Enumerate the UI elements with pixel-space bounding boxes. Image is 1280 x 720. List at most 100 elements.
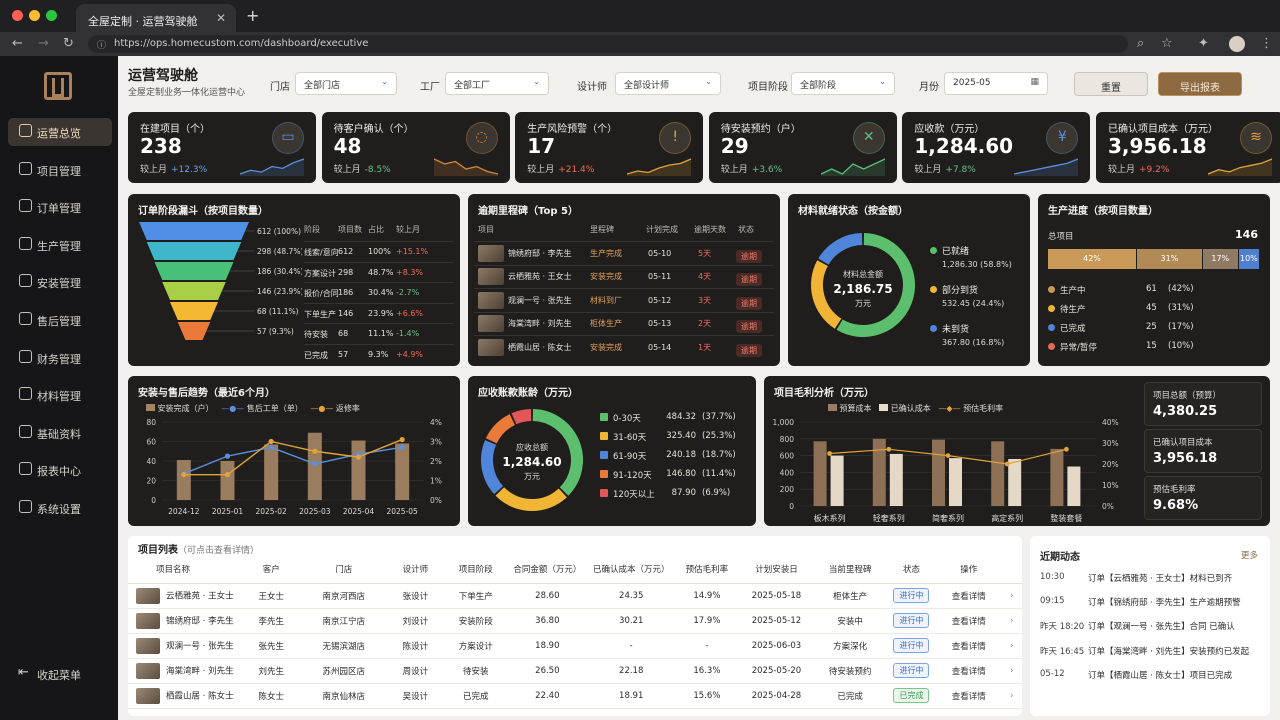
activity-item[interactable]: 09:15 订单【锦绣府邸 · 李先生】生产逾期预警 <box>1040 596 1266 620</box>
kpi-compare: 较上月 +7.8% <box>914 162 975 175</box>
table-cell: 陈设计 <box>402 641 429 652</box>
table-row[interactable]: 锦绣府邸 · 李先生 李先生 南京江宁店 刘设计 安装阶段 36.80 30.21 17.9%… <box>128 608 1022 634</box>
view-details-link[interactable]: 查看详情 <box>951 641 986 652</box>
table-header[interactable]: 设计师 <box>385 555 446 584</box>
activity-item[interactable]: 昨天 18:20 订单【观澜一号 · 张先生】合同 已确认 <box>1040 620 1266 644</box>
milestone-row[interactable]: 栖霞山居 · 陈女士 安装完成 05-14 1天 逾期 <box>474 335 774 359</box>
kpi-card-1[interactable]: 待客户确认（个） 48 较上月 -8.5% ◌ <box>321 112 510 183</box>
close-tab-icon[interactable]: ✕ <box>215 11 226 25</box>
legend-name: 待生产 <box>1060 305 1086 315</box>
table-header[interactable]: 客户 <box>240 555 302 584</box>
sidebar-item-8[interactable]: 基础资料 <box>8 419 112 447</box>
profile-avatar[interactable] <box>1229 36 1245 52</box>
milestone-plan-date: 05-14 <box>648 342 672 352</box>
minimize-window-icon[interactable] <box>29 10 40 21</box>
trend-legend: 安装完成（户） —●— 售后工单（单） —●— 返修率 <box>146 403 360 414</box>
sidebar-item-9[interactable]: 报表中心 <box>8 456 112 484</box>
table-header[interactable]: 项目阶段 <box>445 555 507 584</box>
kpi-card-2[interactable]: 生产风险预警（个） 17 较上月 +21.4%! <box>515 112 704 183</box>
chevron-right-icon[interactable]: › <box>1001 608 1022 634</box>
kpi-card-5[interactable]: 已确认项目成本（万元） 3,956.18 较上月 +9.2% ≋ <box>1096 112 1280 183</box>
browser-menu-icon[interactable]: ⋮ <box>1260 36 1273 51</box>
bookmark-icon[interactable]: ☆ <box>1161 36 1173 51</box>
reload-icon[interactable]: ↻ <box>63 36 74 51</box>
browser-tab[interactable]: 全屋定制 · 运营驾驶舱 ✕ <box>76 4 236 32</box>
funnel-cell: 11.1% <box>368 329 394 338</box>
view-details-link[interactable]: 查看详情 <box>951 691 986 702</box>
table-row[interactable]: 栖霞山居 · 陈女士 陈女士 南京仙林店 吴设计 已完成 22.40 18.91 15.6% 2… <box>128 683 1022 709</box>
table-header[interactable]: 项目名称 <box>128 555 241 584</box>
funnel-label: 186 (30.4%) <box>257 267 302 276</box>
filter-store-select[interactable]: 全部门店 ⌄ <box>295 72 397 95</box>
close-window-icon[interactable] <box>12 10 23 21</box>
activity-item[interactable]: 05-12 订单【栖霞山居 · 陈女士】项目已完成 <box>1040 669 1266 693</box>
view-details-link[interactable]: 查看详情 <box>951 666 986 677</box>
table-header[interactable]: 已确认成本（万元） <box>588 555 675 584</box>
project-name: 海棠湾畔 · 刘先生 <box>166 666 234 676</box>
filter-month-picker[interactable]: 2025-05 ▦ <box>944 72 1048 95</box>
filter-factory-select[interactable]: 全部工厂 ⌄ <box>445 72 549 95</box>
sidebar-item-1[interactable]: 项目管理 <box>8 156 112 184</box>
activity-item[interactable]: 10:30 订单【云栖雅苑 · 王女士】材料已到齐 <box>1040 572 1266 596</box>
chevron-right-icon[interactable]: › <box>1001 583 1022 609</box>
table-header[interactable]: 预估毛利率 <box>674 555 740 584</box>
margin-summary-card: 已确认项目成本 3,956.18 <box>1144 429 1262 473</box>
sidebar-item-10[interactable]: 系统设置 <box>8 494 112 522</box>
back-icon[interactable]: ← <box>12 36 23 51</box>
table-header[interactable]: 计划安装日 <box>739 555 814 584</box>
sidebar-item-0[interactable]: 运营总览 <box>8 118 112 146</box>
chevron-right-icon[interactable]: › <box>1001 683 1022 709</box>
chevron-right-icon[interactable]: › <box>1001 658 1022 684</box>
collapse-menu-button[interactable]: ⇤ 收起菜单 <box>8 660 112 688</box>
forward-icon[interactable]: → <box>38 36 49 51</box>
kpi-card-3[interactable]: 待安装预约（户） 29 较上月 +3.6% ✕ <box>708 112 897 183</box>
filter-stage-select[interactable]: 全部阶段 ⌄ <box>791 72 895 95</box>
extensions-icon[interactable]: ✦ <box>1198 36 1209 51</box>
sidebar-item-3[interactable]: 生产管理 <box>8 231 112 259</box>
sidebar-item-4[interactable]: 安装管理 <box>8 268 112 296</box>
legend-pct: (25.3%) <box>702 431 736 441</box>
table-row[interactable]: 海棠湾畔 · 刘先生 刘先生 苏州园区店 周设计 待安装 26.50 22.18 16.3% 2… <box>128 658 1022 684</box>
maximize-window-icon[interactable] <box>46 10 57 21</box>
y-tick: 0 <box>789 502 794 511</box>
kpi-card-4[interactable]: 应收款（万元） 1,284.60 较上月 +7.8% ¥ <box>902 112 1091 183</box>
site-info-icon[interactable]: ⓘ <box>97 41 107 51</box>
install-bar <box>176 460 191 500</box>
margin-title: 项目毛利分析（万元） <box>774 388 874 399</box>
funnel-segment <box>139 222 249 240</box>
activity-more-link[interactable]: 更多 <box>1240 551 1258 561</box>
kpi-card-0[interactable]: 在建项目（个） 238 较上月 +12.3% ▭ <box>128 112 316 183</box>
production-legend-item: 待生产 45 (31%) <box>1048 303 1260 322</box>
table-row[interactable]: 云栖雅苑 · 王女士 王女士 南京河西店 张设计 下单生产 28.60 24.35 14.9%… <box>128 583 1022 609</box>
table-header[interactable]: 当前里程碑 <box>813 555 887 584</box>
filter-factory-label: 工厂 <box>420 82 440 93</box>
url-field[interactable]: ⓘ https://ops.homecustom.com/dashboard/ex… <box>88 35 1128 53</box>
project-table: 项目名称 客户 门店 设计师 项目阶段 合同金额（万元） 已确认成本（万元） 预估毛利率 计划安… <box>128 555 1022 709</box>
table-header[interactable]: 状态 <box>886 555 936 584</box>
view-details-link[interactable]: 查看详情 <box>951 591 986 602</box>
zoom-icon[interactable]: ⌕ <box>1137 36 1145 51</box>
milestone-row[interactable]: 海棠湾畔 · 刘先生 柜体生产 05-13 2天 逾期 <box>474 311 774 336</box>
sidebar-item-6[interactable]: 财务管理 <box>8 344 112 372</box>
sidebar-item-7[interactable]: 材料管理 <box>8 381 112 409</box>
table-header[interactable]: 门店 <box>301 555 386 584</box>
collapse-menu-label: 收起菜单 <box>37 669 81 682</box>
activity-item[interactable]: 昨天 16:45 订单【海棠湾畔 · 刘先生】安装预约已发起 <box>1040 645 1266 669</box>
milestone-row[interactable]: 观澜一号 · 张先生 材料到厂 05-12 3天 逾期 <box>474 288 774 312</box>
kpi-delta: +12.3% <box>171 165 208 175</box>
view-details-link[interactable]: 查看详情 <box>951 616 986 627</box>
kpi-delta: +9.2% <box>1139 165 1170 175</box>
sidebar-item-5[interactable]: 售后管理 <box>8 306 112 334</box>
table-cell: 南京仙林店 <box>322 691 366 702</box>
new-tab-icon[interactable]: + <box>246 6 260 25</box>
milestone-row[interactable]: 云栖雅苑 · 王女士 安装完成 05-11 4天 逾期 <box>474 264 774 289</box>
milestone-row[interactable]: 锦绣府邸 · 李先生 生产完成 05-10 5天 逾期 <box>474 241 774 265</box>
reset-button[interactable]: 重置 <box>1074 72 1148 96</box>
filter-designer-select[interactable]: 全部设计师 ⌄ <box>615 72 721 95</box>
chevron-right-icon[interactable]: › <box>1001 633 1022 659</box>
export-report-button[interactable]: 导出报表 <box>1158 72 1242 96</box>
table-header[interactable]: 合同金额（万元） <box>506 555 589 584</box>
table-row[interactable]: 观澜一号 · 张先生 张先生 无锡滨湖店 陈设计 方案设计 18.90 - - 2025-06-… <box>128 633 1022 659</box>
table-header[interactable]: 操作 <box>936 555 1002 584</box>
sidebar-item-2[interactable]: 订单管理 <box>8 193 112 221</box>
